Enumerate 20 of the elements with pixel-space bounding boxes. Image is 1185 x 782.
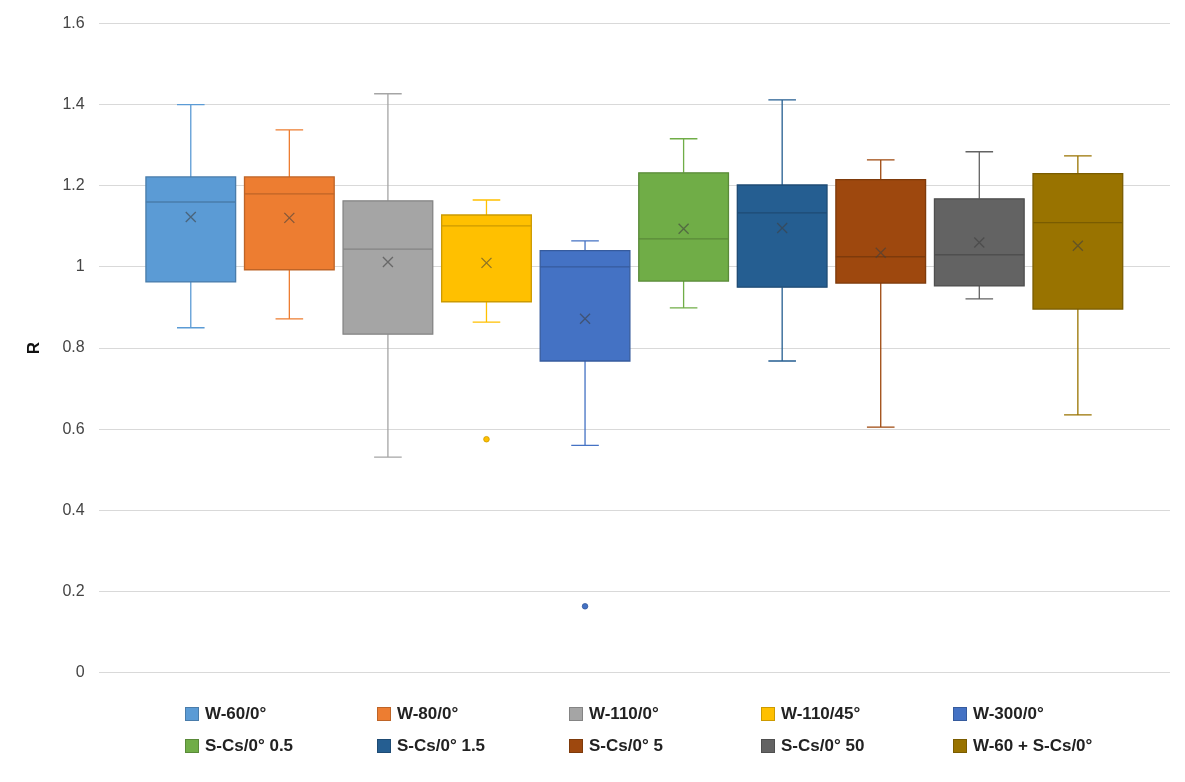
legend-label: W-110/45° (781, 704, 861, 724)
legend-label: W-60/0° (205, 704, 267, 724)
legend-label: S-Cs/0° 50 (781, 736, 865, 756)
legend-label: S-Cs/0° 1.5 (397, 736, 486, 756)
y-tick-label: 0.4 (62, 500, 85, 518)
y-axis-title: R (23, 341, 43, 355)
y-tick-label: 1.4 (62, 95, 85, 113)
y-tick-label: 0.8 (62, 338, 85, 356)
y-tick-label: 0.6 (62, 419, 85, 437)
legend-label: W-300/0° (973, 704, 1044, 724)
legend-label: W-60 + S-Cs/0° (973, 736, 1093, 756)
y-tick-label: 0 (75, 662, 85, 680)
y-tick-label: 1.6 (62, 14, 85, 32)
y-tick-label: 0.2 (62, 581, 85, 599)
legend-label: S-Cs/0° 0.5 (205, 736, 294, 756)
y-tick-label: 1 (75, 257, 85, 275)
legend-label: S-Cs/0° 5 (589, 736, 663, 756)
legend-label: W-110/0° (589, 704, 659, 724)
y-tick-label: 1.2 (62, 176, 85, 194)
legend-label: W-80/0° (397, 704, 459, 724)
